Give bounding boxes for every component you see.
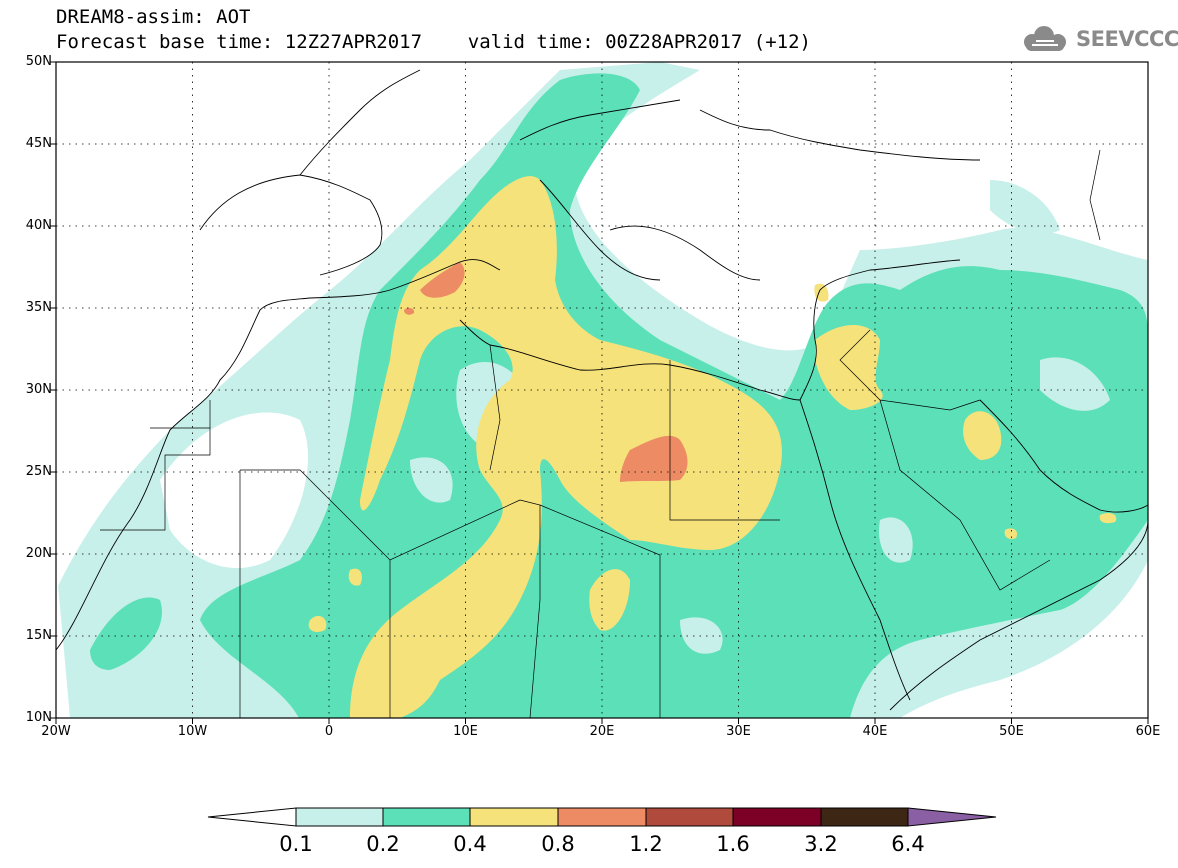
- lat-label: 20N: [25, 546, 52, 561]
- colorbar-label: 0.1: [279, 832, 313, 856]
- colorbar-bin: [732, 807, 822, 827]
- colorbar-label: 0.2: [366, 832, 400, 856]
- lon-label: 40E: [862, 724, 888, 739]
- lat-label: 35N: [25, 300, 52, 315]
- lat-label: 30N: [25, 382, 52, 397]
- lat-label: 15N: [25, 628, 52, 643]
- colorbar-label: 0.4: [453, 832, 487, 856]
- country-borders: [100, 149, 1101, 718]
- cloud-icon: [1024, 26, 1066, 51]
- graticule: [56, 62, 1148, 718]
- colorbar-arrow-high: [907, 807, 997, 827]
- map-title: DREAM8-assim: AOT: [56, 6, 251, 28]
- lon-label: 30E: [726, 724, 751, 739]
- lon-label: 50E: [999, 724, 1024, 739]
- colorbar-label: 6.4: [891, 832, 925, 856]
- colorbar-label: 0.8: [541, 832, 575, 856]
- lon-label: 20E: [589, 724, 615, 739]
- colorbar-bin: [295, 807, 384, 827]
- lat-label: 45N: [25, 136, 52, 151]
- colorbar-label: 1.2: [629, 832, 663, 856]
- colorbar-bin: [557, 807, 647, 827]
- axis-ticks: [50, 61, 1149, 724]
- colorbar-bin: [469, 807, 559, 827]
- lon-label: 10E: [453, 724, 478, 739]
- lat-label: 50N: [25, 54, 52, 69]
- colorbar-arrow-low: [207, 807, 297, 827]
- colorbar-bin: [382, 807, 471, 827]
- logo-text: SEEVCCC: [1076, 27, 1178, 51]
- lat-label: 40N: [25, 218, 52, 233]
- forecast-time-line: Forecast base time: 12Z27APR2017 valid t…: [56, 31, 811, 53]
- lat-label: 10N: [25, 710, 52, 725]
- lat-label: 25N: [25, 464, 52, 479]
- colorbar-label: 3.2: [804, 832, 838, 856]
- colorbar: [207, 807, 997, 827]
- lon-label: 10W: [177, 724, 208, 739]
- lon-label: 0: [324, 724, 334, 739]
- colorbar-bin: [820, 807, 909, 827]
- lon-label: 60E: [1135, 724, 1161, 739]
- colorbar-label: 1.6: [716, 832, 750, 856]
- lon-label: 20W: [41, 724, 71, 739]
- colorbar-bin: [645, 807, 734, 827]
